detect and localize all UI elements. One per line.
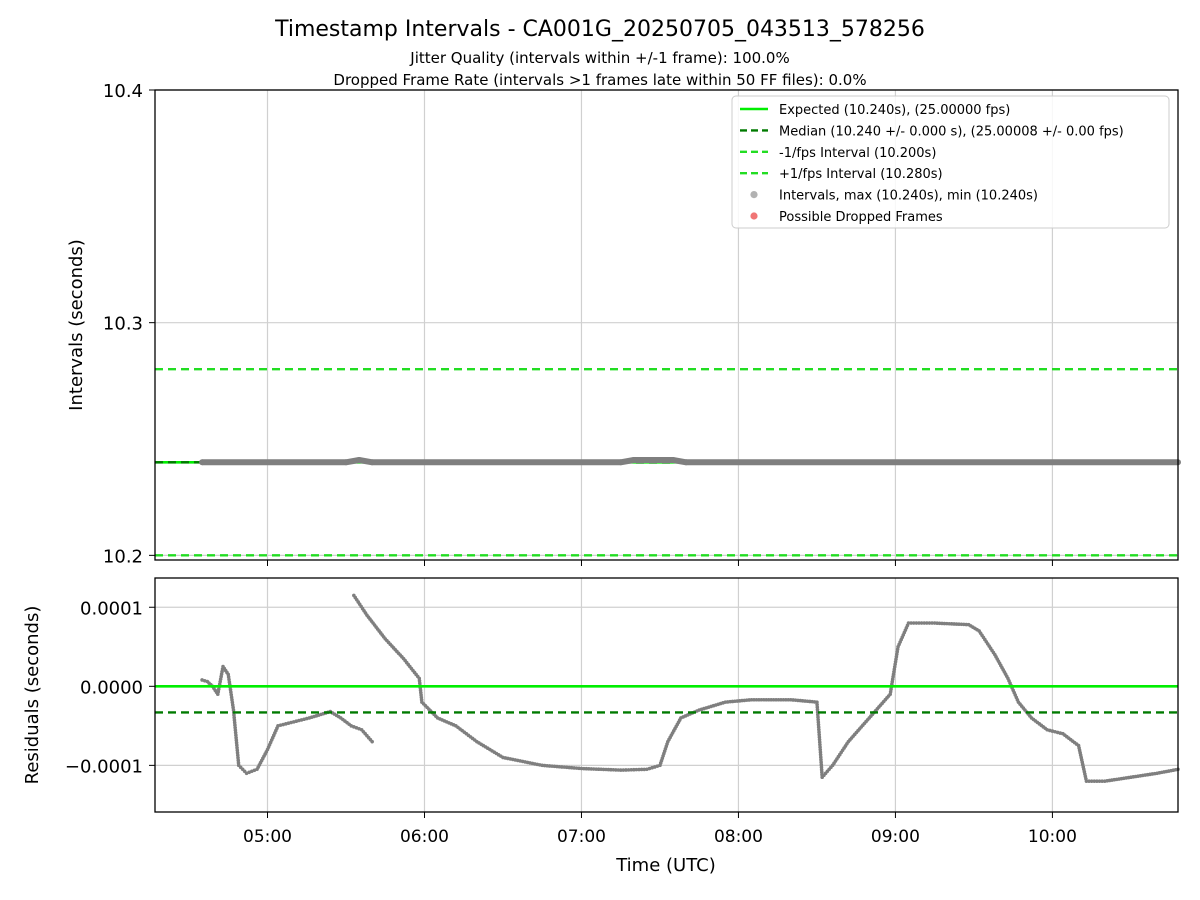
residual-point: [1089, 779, 1094, 783]
legend-label: Median (10.240 +/- 0.000 s), (25.00008 +…: [779, 124, 1124, 139]
residual-point: [930, 621, 934, 625]
bottom-panel-frame: [154, 577, 1179, 813]
interval-point: [369, 459, 376, 466]
residual-point: [1100, 779, 1104, 783]
residual-point: [911, 621, 916, 625]
interval-point: [356, 456, 363, 463]
residual-point: [639, 767, 644, 772]
y-tick-label: −0.0001: [65, 756, 143, 777]
residual-point: [914, 621, 919, 625]
interval-point: [670, 456, 677, 463]
top-y-axis-label: Intervals (seconds): [66, 239, 87, 411]
y-tick-label: 0.0001: [80, 598, 143, 619]
chart-subtitle-jitter: Jitter Quality (intervals within +/-1 fr…: [409, 49, 789, 67]
x-tick-label: 05:00: [243, 827, 292, 847]
x-tick-label: 09:00: [871, 827, 920, 847]
x-axis-label: Time (UTC): [615, 855, 716, 876]
residual-point: [927, 621, 932, 625]
y-tick-label: 0.0000: [80, 677, 143, 698]
interval-point: [199, 459, 206, 466]
interval-point: [683, 459, 690, 466]
top-panel-frame: [154, 89, 1179, 561]
residual-point: [637, 767, 641, 772]
legend-label: -1/fps Interval (10.200s): [779, 146, 936, 161]
residual-point: [642, 767, 647, 772]
x-tick-label: 07:00: [557, 827, 606, 847]
residual-point: [631, 767, 636, 772]
residual-point: [922, 621, 927, 625]
x-tick-label: 08:00: [714, 827, 763, 847]
legend: Expected (10.240s), (25.00000 fps) Median…: [731, 95, 1170, 229]
y-tick-label: 10.2: [103, 546, 143, 567]
residual-point: [1084, 779, 1089, 783]
residual-point: [618, 768, 623, 772]
residual-point: [621, 768, 626, 772]
residual-point: [925, 621, 929, 625]
residual-point: [1097, 779, 1102, 783]
legend-label: Possible Dropped Frames: [779, 210, 943, 225]
residual-point: [906, 621, 911, 625]
bottom-panel: 0.0001 0.0000 −0.0001 05:00 06:00 07:00 08:00…: [22, 577, 1180, 876]
residual-point: [624, 768, 628, 772]
x-tick-label: 06:00: [400, 827, 449, 847]
legend-marker: [750, 191, 758, 199]
legend-marker: [750, 212, 758, 220]
residual-point: [919, 621, 924, 625]
y-tick-label: 10.4: [103, 81, 143, 102]
residual-point: [1087, 779, 1091, 783]
legend-label: Intervals, max (10.240s), min (10.240s): [779, 189, 1038, 204]
residual-point: [370, 739, 374, 744]
legend-label: +1/fps Interval (10.280s): [779, 167, 943, 182]
chart-subtitle-dropped: Dropped Frame Rate (intervals >1 frames …: [333, 71, 866, 89]
residual-point: [909, 621, 913, 625]
interval-point: [617, 459, 624, 466]
legend-box: [731, 95, 1170, 229]
bottom-y-axis-label: Residuals (seconds): [22, 606, 43, 785]
residual-point: [1095, 779, 1099, 783]
chart-title: Timestamp Intervals - CA001G_20250705_04…: [274, 17, 925, 42]
residual-point: [917, 621, 921, 625]
residual-point: [1092, 779, 1097, 783]
y-tick-label: 10.3: [103, 314, 143, 335]
legend-label: Expected (10.240s), (25.00000 fps): [779, 103, 1010, 118]
residual-point: [634, 767, 639, 772]
residual-point: [629, 767, 633, 772]
interval-point: [342, 459, 349, 466]
x-tick-label: 10:00: [1028, 827, 1077, 847]
interval-point: [630, 456, 637, 463]
residual-point: [626, 768, 631, 772]
